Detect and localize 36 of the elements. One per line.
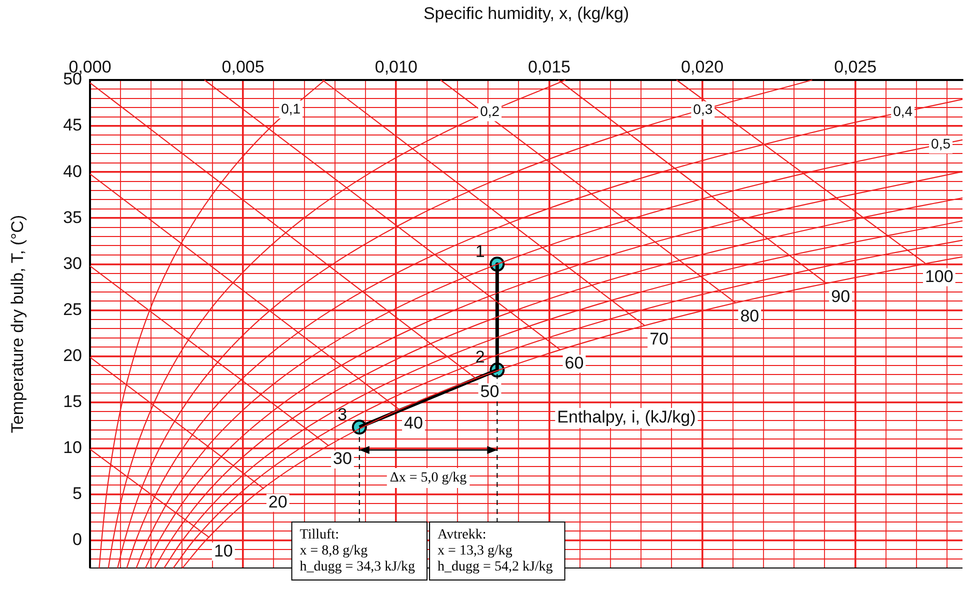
annotation: 20 xyxy=(268,492,288,512)
annotation: 0,4 xyxy=(893,103,913,120)
x-tick-label: 0,010 xyxy=(374,57,418,76)
annotation: Tilluft: x = 8,8 g/kg h_dugg = 34,3 kJ/kg xyxy=(300,528,416,575)
x-tick-label: 0,025 xyxy=(834,57,877,76)
y-tick-label: 20 xyxy=(63,346,82,365)
y-tick-label: 45 xyxy=(63,116,82,135)
annotation: 0,2 xyxy=(480,103,500,120)
y-tick-label: 35 xyxy=(63,208,82,227)
annotation: 100 xyxy=(924,266,954,286)
annotation: Avtrekk: x = 13,3 g/kg h_dugg = 54,2 kJ/kg xyxy=(438,528,553,575)
y-tick-label: 30 xyxy=(63,254,82,273)
y-tick-label: 15 xyxy=(63,392,82,411)
x-tick-label: 0,015 xyxy=(528,57,570,76)
annotation: 80 xyxy=(740,306,760,326)
y-tick-label: 5 xyxy=(72,484,82,504)
annotation: 30 xyxy=(333,449,352,468)
annotation: 0,5 xyxy=(931,135,951,152)
annotation: Enthalpy, i, (kJ/kg) xyxy=(557,408,696,427)
y-tick-label: 10 xyxy=(63,438,82,457)
annotation: 90 xyxy=(831,287,850,306)
y-axis-title: Temperature dry bulb, T, (°C) xyxy=(8,214,27,434)
x-axis-title: Specific humidity, x, (kg/kg) xyxy=(423,4,630,23)
annotation: 0,3 xyxy=(693,101,713,118)
annotation: 70 xyxy=(650,330,668,349)
annotation: Δx = 5,0 g/kg xyxy=(390,470,467,486)
annotation: 0,1 xyxy=(281,100,301,116)
annotation: 40 xyxy=(404,413,423,432)
y-tick-label: 25 xyxy=(63,300,82,319)
y-tick-label: 0 xyxy=(72,530,82,550)
y-tick-label: 40 xyxy=(63,162,82,181)
x-tick-label: 0,020 xyxy=(681,57,724,76)
annotation: 10 xyxy=(214,541,233,560)
annotation: 60 xyxy=(564,353,584,372)
x-tick-label: 0,005 xyxy=(222,57,264,76)
annotation: 50 xyxy=(480,382,500,402)
